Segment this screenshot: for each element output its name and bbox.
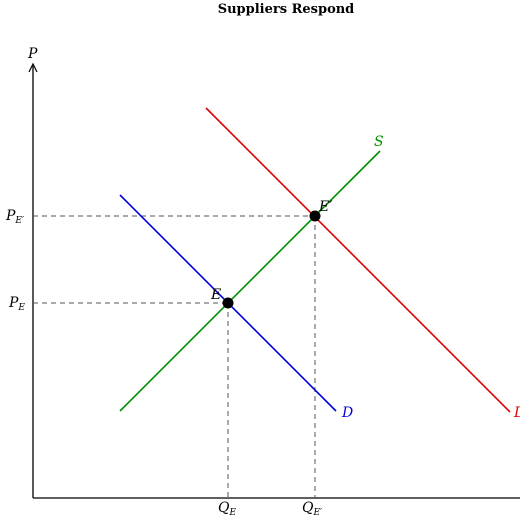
price-label-pe-prime: PE′ [5, 208, 24, 226]
quantity-label-qe-prime: QE′ [302, 500, 322, 518]
supply-curve [119, 150, 381, 412]
y-axis-label: P [27, 46, 38, 62]
equilibrium-point-e [222, 297, 234, 309]
supply-label: S [374, 134, 384, 150]
shifted-demand-curve [205, 107, 511, 413]
equilibrium-point-e-prime [309, 210, 321, 222]
point-e-prime-label: E′ [318, 199, 333, 215]
diagram-title: Suppliers Respond [217, 2, 355, 17]
quantity-label-qe: QE [218, 500, 236, 518]
y-axis-arrowhead [28, 62, 38, 73]
point-e-label: E [210, 287, 221, 303]
shifted-demand-label: D [513, 405, 520, 421]
price-label-pe: PE [8, 295, 25, 313]
demand-label: D [341, 405, 353, 421]
